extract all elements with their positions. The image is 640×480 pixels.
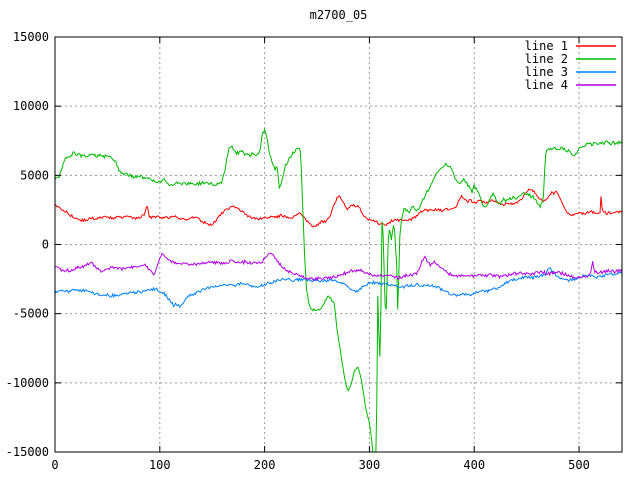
y-tick-label: -5000	[13, 307, 49, 321]
series-line-1	[55, 188, 622, 228]
x-tick-label: 300	[359, 458, 381, 472]
series-line-2	[55, 128, 622, 452]
x-tick-label: 500	[568, 458, 590, 472]
y-tick-label: 5000	[20, 168, 49, 182]
legend-label: line 4	[525, 78, 568, 92]
chart-title: m2700_05	[309, 8, 368, 22]
legend-label: line 2	[525, 52, 568, 66]
y-tick-label: -10000	[6, 376, 49, 390]
y-tick-label: 15000	[13, 30, 49, 44]
x-tick-label: 400	[463, 458, 485, 472]
x-tick-label: 0	[51, 458, 58, 472]
y-tick-label: 0	[42, 238, 49, 252]
legend-label: line 3	[525, 65, 568, 79]
y-tick-label: -15000	[6, 445, 49, 459]
legend-label: line 1	[525, 39, 568, 53]
x-tick-label: 200	[254, 458, 276, 472]
x-tick-label: 100	[149, 458, 171, 472]
series-line-3	[55, 267, 622, 309]
y-tick-label: 10000	[13, 99, 49, 113]
series-line-4	[55, 252, 622, 282]
